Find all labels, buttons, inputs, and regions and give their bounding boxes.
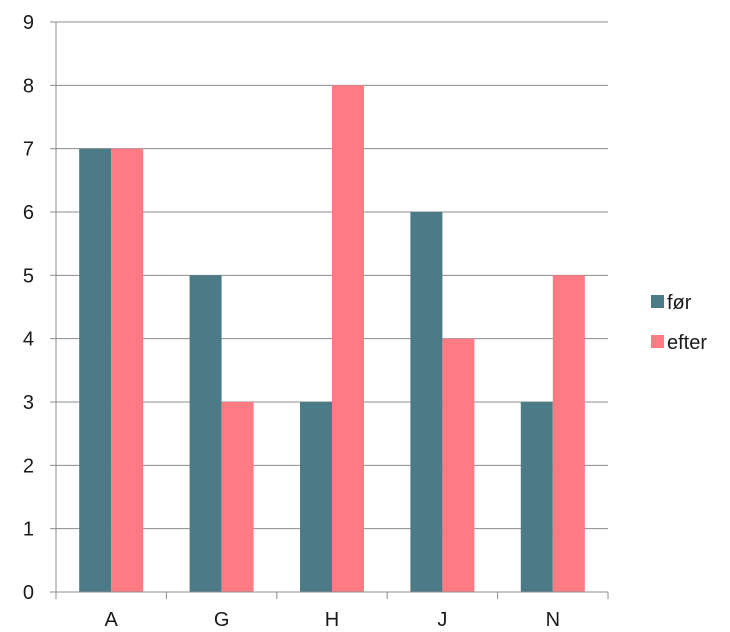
legend-swatch-0 [651, 295, 664, 308]
bar-J-series-1 [442, 338, 475, 592]
legend-label-0: før [667, 292, 692, 314]
y-tick-label: 7 [23, 139, 34, 161]
bar-J-series-0 [410, 212, 443, 592]
legend-swatch-1 [651, 335, 664, 348]
bar-H-series-0 [300, 402, 332, 592]
bar-G-series-0 [189, 275, 222, 592]
x-tick-label: J [437, 609, 447, 631]
bar-N-series-1 [552, 275, 585, 592]
x-tick-label: H [325, 609, 339, 631]
y-tick-label: 9 [23, 12, 34, 34]
y-tick-label: 0 [23, 582, 34, 604]
bar-H-series-1 [332, 85, 364, 592]
bars [79, 85, 585, 592]
x-tick-label: A [105, 609, 119, 631]
bar-N-series-0 [520, 402, 553, 592]
y-tick-labels: 0 1 2 3 4 5 6 7 8 9 [23, 12, 34, 604]
y-tick-label: 1 [23, 519, 34, 541]
y-tick-label: 4 [23, 329, 34, 351]
axes [50, 21, 609, 599]
x-tick-label: N [546, 609, 560, 631]
bar-A-series-1 [111, 148, 144, 592]
bar-G-series-1 [221, 402, 254, 592]
bar-A-series-0 [79, 148, 112, 592]
y-tick-label: 8 [23, 75, 34, 97]
y-tick-label: 3 [23, 392, 34, 414]
y-tick-label: 2 [23, 455, 34, 477]
x-tick-label: G [214, 609, 230, 631]
y-tick-label: 5 [23, 265, 34, 287]
legend: før efter [651, 292, 707, 354]
legend-label-1: efter [667, 332, 707, 354]
y-tick-label: 6 [23, 202, 34, 224]
